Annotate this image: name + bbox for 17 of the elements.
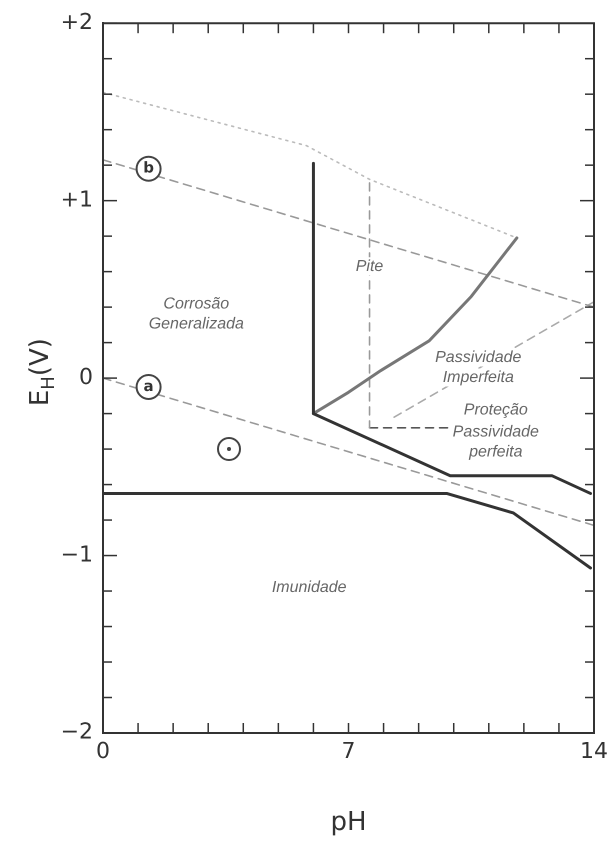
annotation: Passividade Imperfeita	[435, 348, 522, 386]
annotation: Passividade perfeita	[452, 423, 540, 460]
annotation: Pite	[356, 258, 384, 275]
annotation: a	[144, 376, 154, 395]
x-axis-title: pH	[330, 807, 367, 838]
annotation: Proteção	[464, 401, 528, 418]
y-tick-label: +1	[60, 187, 93, 212]
annotation: b	[143, 158, 154, 177]
y-tick-label: 0	[79, 364, 93, 390]
annotation: Imunidade	[272, 578, 347, 596]
y-tick-label: −2	[60, 720, 93, 745]
y-tick-label: −1	[60, 542, 93, 568]
x-tick-label: 0	[96, 738, 110, 764]
annotation: Corrosão Generalizada	[148, 296, 244, 333]
x-tick-label: 14	[580, 738, 608, 764]
y-tick-label: +2	[60, 10, 93, 35]
x-tick-label: 7	[342, 738, 356, 764]
